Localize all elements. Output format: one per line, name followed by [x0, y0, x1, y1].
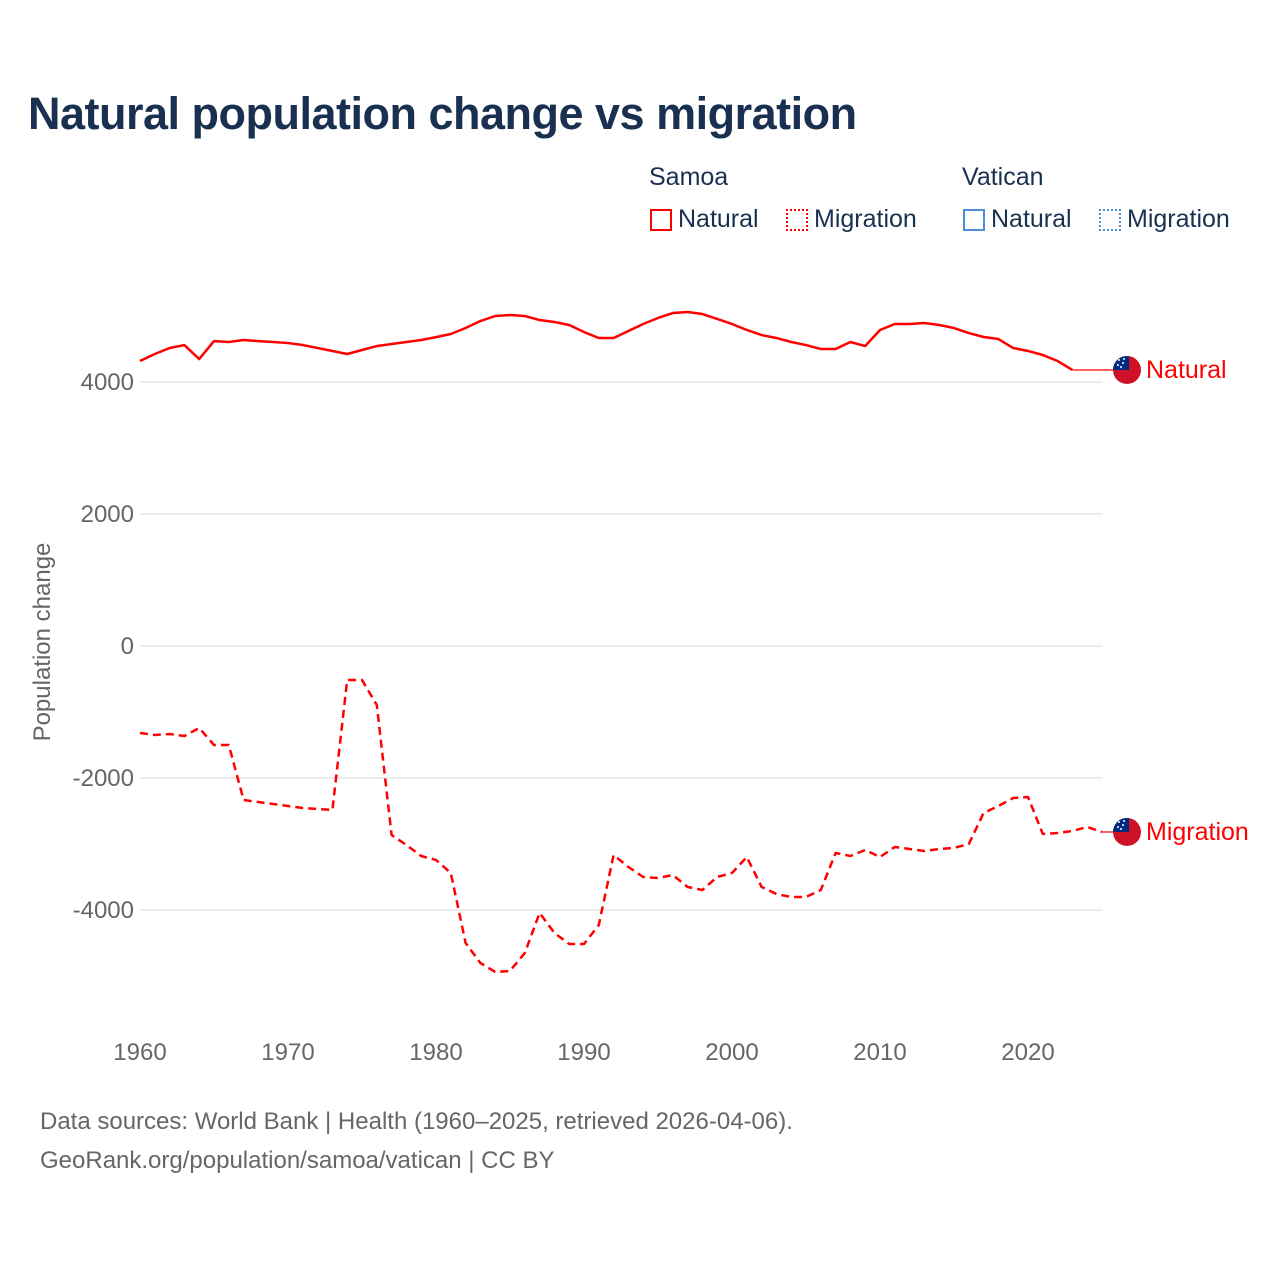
legend-swatch-solid	[963, 208, 985, 231]
samoa-flag-icon	[1113, 817, 1141, 846]
end-label: Migration	[1146, 818, 1249, 846]
x-tick-label: 2020	[1001, 1039, 1054, 1066]
legend-item-vatican-natural[interactable]: Natural	[963, 205, 1072, 234]
legend-swatch-dotted	[786, 208, 808, 231]
legend-swatch-dotted	[1099, 208, 1121, 231]
legend-label: Natural	[678, 205, 759, 233]
legend-item-vatican-migration[interactable]: Migration	[1099, 205, 1230, 234]
x-tick-label: 1970	[261, 1039, 314, 1066]
series-line-samoa-migration[interactable]	[139, 678, 1103, 974]
legend-label: Migration	[814, 205, 917, 233]
chart-title: Natural population change vs migration	[28, 88, 857, 139]
samoa-flag-icon	[1113, 355, 1141, 384]
footer-attribution[interactable]: GeoRank.org/population/samoa/vatican | C…	[40, 1147, 555, 1174]
x-tick-label: 2010	[853, 1039, 906, 1066]
y-axis-label: Population change	[29, 543, 56, 742]
x-tick-label: 1990	[557, 1039, 610, 1066]
legend-swatch-solid	[650, 208, 672, 231]
end-label: Natural	[1146, 356, 1227, 384]
y-tick-label: 0	[121, 633, 134, 660]
legend-item-samoa-migration[interactable]: Migration	[786, 205, 917, 234]
legend-label: Migration	[1127, 205, 1230, 233]
legend-item-samoa-natural[interactable]: Natural	[650, 205, 759, 234]
y-tick-label: 4000	[81, 369, 134, 396]
x-tick-label: 2000	[705, 1039, 758, 1066]
x-tick-label: 1980	[409, 1039, 462, 1066]
legend-label: Natural	[991, 205, 1072, 233]
y-tick-label: 2000	[81, 501, 134, 528]
y-tick-label: -2000	[73, 765, 134, 792]
footer-sources: Data sources: World Bank | Health (1960–…	[40, 1108, 793, 1135]
x-tick-label: 1960	[113, 1039, 166, 1066]
y-tick-label: -4000	[73, 897, 134, 924]
legend-group-vatican: Vatican	[962, 163, 1044, 191]
legend-group-samoa: Samoa	[649, 163, 729, 191]
series-line-samoa-natural[interactable]	[139, 310, 1074, 372]
